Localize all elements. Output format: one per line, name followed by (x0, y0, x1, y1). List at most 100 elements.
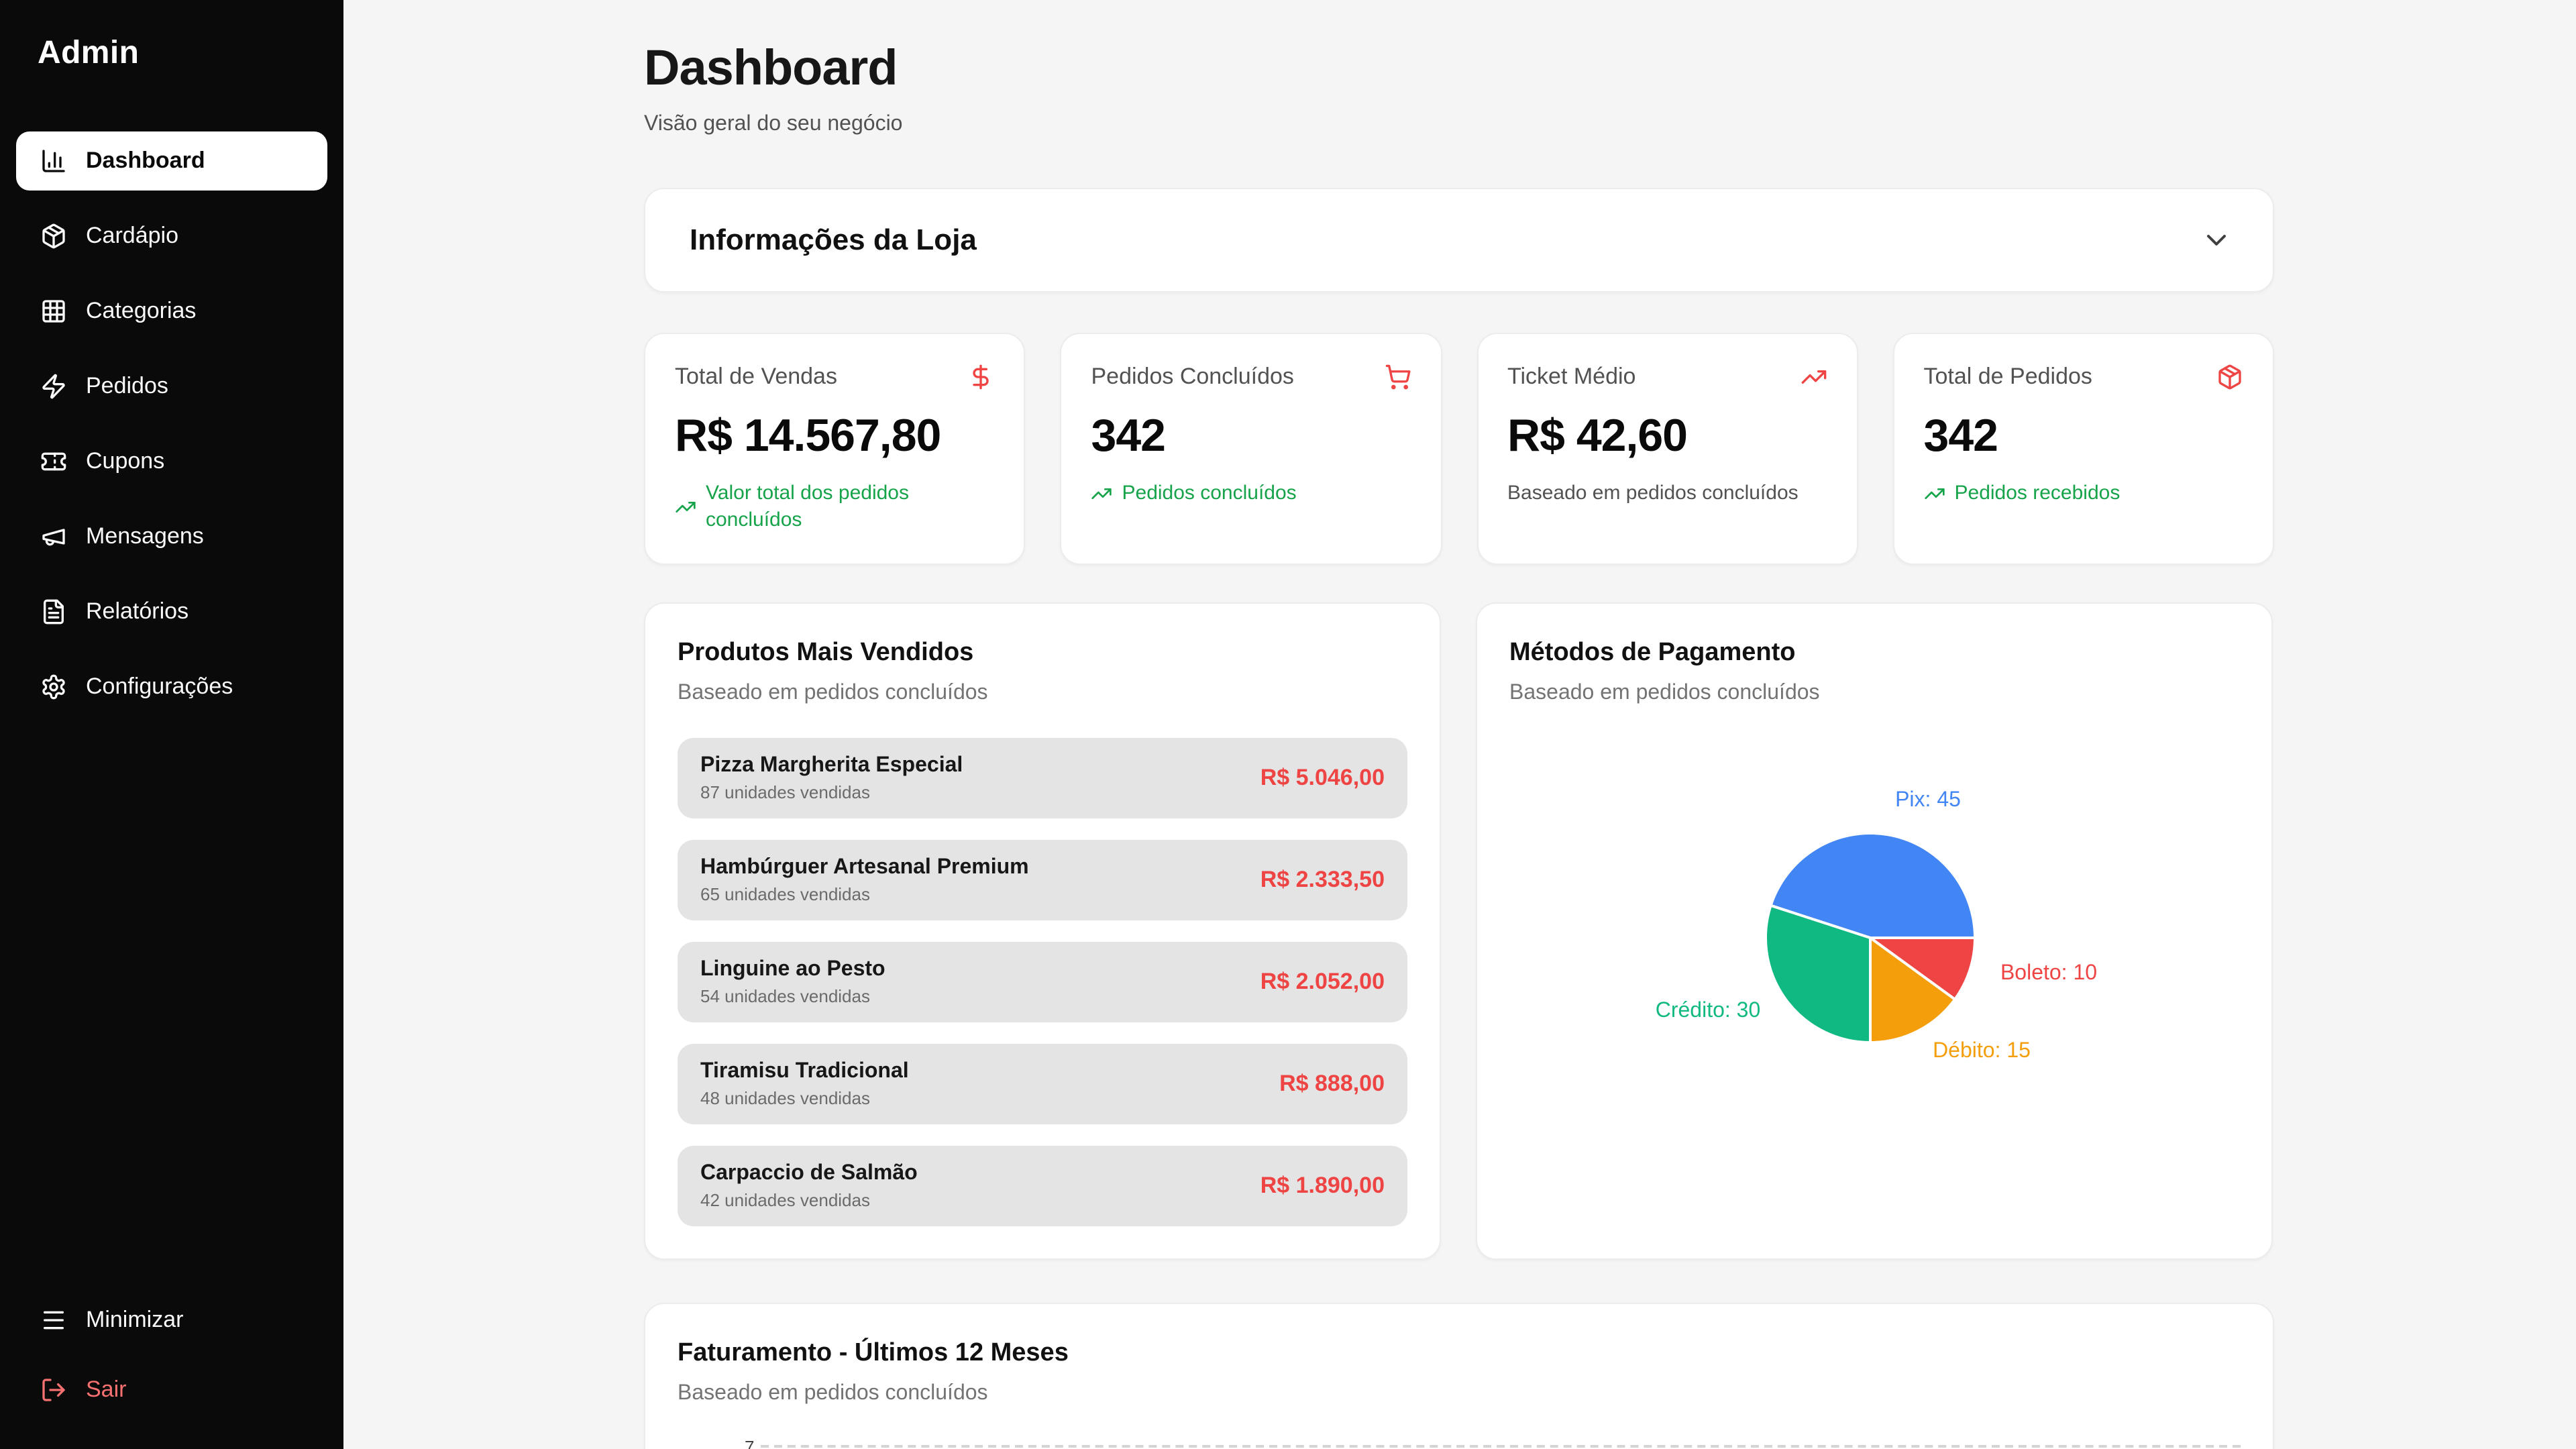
store-info-panel[interactable]: Informações da Loja (644, 188, 2274, 292)
pie-label-debito: Débito: 15 (1933, 1040, 2031, 1063)
sidebar-nav: Dashboard Cardápio Categorias Pedidos Cupons… (16, 131, 327, 733)
stat-note: Pedidos recebidos (1924, 480, 2244, 506)
pie-slice-boleto (1869, 936, 1976, 1001)
payment-pie-chart (1763, 830, 1978, 1045)
stat-card-header: Pedidos Concluídos (1091, 364, 1411, 390)
revenue-title: Faturamento - Últimos 12 Meses (678, 1339, 1069, 1367)
stat-card-ticket-medio: Ticket Médio R$ 42,60 Baseado em pedidos… (1477, 333, 1858, 565)
stat-card-total-de-vendas: Total de Vendas R$ 14.567,80 Valor total… (644, 333, 1026, 565)
product-row: Carpaccio de Salmão 42 unidades vendidas… (678, 1146, 1407, 1226)
page-title: Dashboard (644, 40, 898, 95)
trending-up-icon (1924, 488, 1945, 499)
product-name: Hambúrguer Artesanal Premium (700, 856, 1029, 879)
stat-card-total-de-pedidos: Total de Pedidos 342 Pedidos recebidos (1892, 333, 2274, 565)
pie-slice-debito (1869, 936, 1957, 1044)
sidebar-item-label: Categorias (86, 298, 197, 323)
trending-up-icon (1091, 488, 1112, 499)
file-text-icon (44, 599, 64, 625)
store-info-title: Informações da Loja (690, 223, 977, 256)
stat-note: Pedidos concluídos (1091, 480, 1411, 506)
stat-label: Total de Pedidos (1923, 364, 2092, 389)
pie-label-pix: Pix: 45 (1895, 789, 1961, 812)
shopping-cart-icon (1385, 364, 1410, 390)
product-name: Pizza Margherita Especial (700, 754, 963, 777)
product-units: 54 unidades vendidas (700, 986, 870, 1006)
sidebar-item-categorias[interactable]: Categorias (16, 282, 327, 341)
brand-title: Admin (38, 35, 140, 71)
product-info: Carpaccio de Salmão 42 unidades vendidas (700, 1162, 918, 1210)
product-total: R$ 1.890,00 (1260, 1173, 1385, 1198)
pie-svg (1764, 832, 1976, 1044)
product-info: Pizza Margherita Especial 87 unidades ve… (700, 754, 963, 802)
trending-up-icon (676, 501, 696, 512)
stat-note: Valor total dos pedidos concluídos (675, 480, 995, 533)
ticket-icon (41, 452, 66, 471)
stat-note-text: Pedidos concluídos (1122, 482, 1297, 504)
product-name: Tiramisu Tradicional (700, 1060, 909, 1083)
megaphone-icon (42, 529, 65, 546)
payment-methods-title: Métodos de Pagamento (1509, 639, 1796, 667)
product-list: Pizza Margherita Especial 87 unidades ve… (678, 738, 1407, 1226)
product-name: Linguine ao Pesto (700, 958, 885, 981)
product-info: Hambúrguer Artesanal Premium 65 unidades… (700, 856, 1029, 904)
chevron-down-icon[interactable] (2200, 224, 2233, 256)
product-units: 42 unidades vendidas (700, 1190, 870, 1210)
sidebar: Admin Dashboard Cardápio Categorias Pedidos… (0, 0, 343, 1449)
stat-value: R$ 42,60 (1507, 411, 1688, 462)
stat-note-text: Baseado em pedidos concluídos (1507, 482, 1799, 504)
product-units: 65 unidades vendidas (700, 884, 870, 904)
sidebar-item-label: Pedidos (86, 373, 168, 398)
pie-label-boleto: Boleto: 10 (2000, 962, 2098, 985)
sidebar-item-cupons[interactable]: Cupons (16, 432, 327, 491)
sidebar-item-sair[interactable]: Sair (16, 1360, 327, 1419)
menu-icon (44, 1311, 64, 1330)
top-products-subtitle: Baseado em pedidos concluídos (678, 682, 988, 704)
sidebar-item-label: Mensagens (86, 523, 204, 549)
product-total: R$ 2.333,50 (1260, 867, 1385, 892)
product-info: Tiramisu Tradicional 48 unidades vendida… (700, 1060, 909, 1108)
product-units: 48 unidades vendidas (700, 1088, 870, 1108)
revenue-subtitle: Baseado em pedidos concluídos (678, 1382, 988, 1405)
chart-column-icon (42, 150, 65, 172)
settings-icon (42, 674, 65, 700)
sidebar-item-label: Cupons (86, 448, 165, 474)
product-row: Linguine ao Pesto 54 unidades vendidas R… (678, 942, 1407, 1022)
main-content: Dashboard Visão geral do seu negócio Inf… (644, 40, 2274, 1449)
stat-card-pedidos-concluidos: Pedidos Concluídos 342 Pedidos concluído… (1060, 333, 1442, 565)
product-units: 87 unidades vendidas (700, 782, 870, 802)
pie-slice-pix (1769, 832, 1976, 939)
package-icon (42, 223, 65, 249)
main-area: Dashboard Visão geral do seu negócio Inf… (343, 0, 2576, 1449)
product-row: Hambúrguer Artesanal Premium 65 unidades… (678, 840, 1407, 920)
sidebar-item-mensagens[interactable]: Mensagens (16, 507, 327, 566)
product-info: Linguine ao Pesto 54 unidades vendidas (700, 958, 885, 1006)
zap-icon (42, 374, 65, 399)
sidebar-item-configuracoes[interactable]: Configurações (16, 657, 327, 716)
revenue-card: Faturamento - Últimos 12 Meses Baseado e… (644, 1303, 2274, 1449)
revenue-gridline (761, 1445, 2241, 1448)
stat-icon (968, 364, 995, 390)
sidebar-item-label: Sair (86, 1377, 127, 1402)
stat-icon (2216, 364, 2243, 390)
stat-card-header: Total de Vendas (675, 364, 995, 390)
sidebar-item-relatorios[interactable]: Relatórios (16, 582, 327, 641)
sidebar-item-dashboard[interactable]: Dashboard (16, 131, 327, 191)
stat-note-text: Pedidos recebidos (1954, 482, 2121, 504)
product-total: R$ 5.046,00 (1260, 765, 1385, 790)
product-name: Carpaccio de Salmão (700, 1162, 918, 1185)
charts-row: Produtos Mais Vendidos Baseado em pedido… (644, 602, 2274, 1260)
sidebar-item-label: Minimizar (86, 1307, 184, 1332)
payment-methods-subtitle: Baseado em pedidos concluídos (1509, 682, 1820, 704)
stat-icon (1384, 364, 1411, 390)
product-total: R$ 2.052,00 (1260, 969, 1385, 994)
sidebar-item-cardapio[interactable]: Cardápio (16, 207, 327, 266)
sidebar-item-minimizar[interactable]: Minimizar (16, 1291, 327, 1350)
stat-label: Ticket Médio (1507, 364, 1636, 389)
stats-row: Total de Vendas R$ 14.567,80 Valor total… (644, 333, 2274, 565)
stat-icon (1801, 364, 1827, 390)
stat-card-header: Ticket Médio (1507, 364, 1827, 390)
revenue-y-tick: 7 (745, 1437, 755, 1449)
package-icon (2218, 364, 2241, 390)
sidebar-item-pedidos[interactable]: Pedidos (16, 357, 327, 416)
